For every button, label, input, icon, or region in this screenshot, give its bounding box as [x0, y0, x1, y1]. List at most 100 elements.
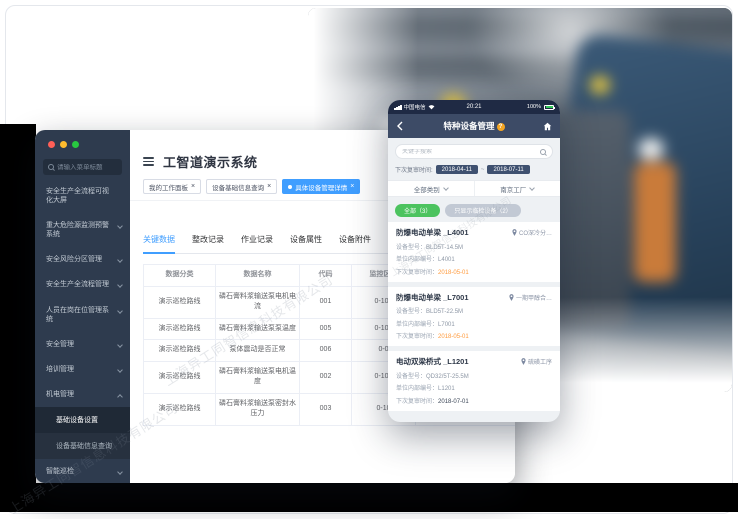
minimize-window-icon[interactable]: [60, 141, 67, 148]
sidebar-item-label: 安全生产全流程可视化大屏: [46, 188, 109, 205]
field-label: 设备型号：: [396, 244, 427, 251]
chevron-down-icon: [529, 184, 536, 191]
factory-select[interactable]: 南京工厂: [473, 181, 561, 196]
select-label: 全部类别: [413, 186, 440, 194]
tab-my-workboard[interactable]: 我的工作面板 ×: [143, 179, 202, 194]
tab-device-attachments[interactable]: 设备附件: [339, 235, 371, 244]
col-header: 数据分类: [143, 264, 216, 287]
divider: [130, 200, 515, 201]
field-value: 2018-05-01: [438, 269, 469, 276]
table-cell: 006: [299, 339, 352, 362]
menu-search[interactable]: [43, 159, 122, 175]
status-time: 20:21: [466, 104, 482, 110]
tab-device-attributes[interactable]: 设备属性: [290, 235, 322, 244]
model-line: 设备型号：QD32/5T-25.5M: [396, 371, 552, 380]
sidebar-item-label: 安全管理: [46, 340, 74, 348]
sidebar-item-safety-mgmt[interactable]: 安全管理: [35, 332, 130, 357]
table-cell: 002: [299, 360, 352, 394]
home-icon[interactable]: [543, 122, 552, 131]
phone: 20:21 中国电信 100% 特种设备管理?: [388, 100, 560, 422]
tab-rectification-records[interactable]: 整改记录: [192, 235, 224, 244]
location-link[interactable]: 一期甲醇合…: [509, 293, 552, 302]
sidebar-item-device-info-query[interactable]: 设备基础信息查询: [35, 433, 130, 459]
location-link[interactable]: CO深冷分…: [512, 228, 552, 237]
select-label: 南京工厂: [500, 186, 527, 194]
back-icon[interactable]: [396, 121, 404, 131]
sidebar-item-hazard-warning[interactable]: 重大危险源监测预警系统: [35, 213, 130, 247]
model-line: 设备型号：BLD5T-14.5M: [396, 242, 552, 251]
sidebar-item-label: 机电管理: [46, 390, 74, 398]
tab-device-info-query[interactable]: 设备基础信息查询 ×: [206, 179, 278, 194]
tab-device-detail[interactable]: 具体设备管理详情 ×: [282, 179, 361, 194]
sidebar-item-visual-screen[interactable]: 安全生产全流程可视化大屏: [35, 179, 130, 213]
keyword-search[interactable]: [395, 144, 553, 159]
field-value: BLD5T-22.5M: [426, 309, 464, 315]
maximize-window-icon[interactable]: [72, 141, 79, 148]
close-window-icon[interactable]: [48, 141, 55, 148]
field-value: 2018-05-01: [438, 334, 469, 340]
sidebar-submenu: 基础设备设置 设备基础信息查询: [35, 407, 130, 460]
equipment-card[interactable]: 防爆电动单梁 _L4001 CO深冷分… 设备型号：BLD5T-14.5M 单位…: [388, 222, 560, 282]
help-icon[interactable]: ?: [496, 123, 505, 131]
search-icon: [48, 164, 54, 170]
app-header: 工智道演示系统: [143, 152, 258, 171]
date-separator: ~: [480, 166, 485, 173]
equipment-card[interactable]: 防爆电动单梁 _L7001 一期甲醇合… 设备型号：BLD5T-22.5M 单位…: [388, 286, 560, 346]
battery-percent: 100%: [526, 104, 541, 110]
table-cell: 演示巡检路线: [143, 360, 216, 394]
col-header: 代码: [299, 264, 352, 287]
menu-search-input[interactable]: [57, 163, 117, 171]
table-cell: 003: [299, 392, 352, 426]
table-cell: 演示巡检路线: [143, 317, 216, 340]
sidebar-item-risk-zone[interactable]: 安全风险分区管理: [35, 247, 130, 272]
chevron-down-icon: [117, 307, 123, 314]
sidebar-item-personnel[interactable]: 人员在岗在位管理系统: [35, 298, 130, 332]
equipment-title: 防爆电动单梁 _L7001: [396, 292, 469, 302]
chevron-down-icon: [117, 367, 123, 373]
chevron-down-icon: [117, 282, 123, 289]
sidebar-item-basic-device-setup[interactable]: 基础设备设置: [35, 407, 130, 434]
sidebar-item-mech-elec[interactable]: 机电管理: [35, 382, 130, 407]
review-date-line: 下次复审时间：2018-05-01: [396, 267, 552, 276]
tab-work-records[interactable]: 作业记录: [241, 235, 273, 244]
worker-figure: [634, 162, 676, 282]
table-cell: 演示巡检路线: [143, 285, 216, 319]
equipment-title: 防爆电动单梁 _L4001: [396, 228, 469, 237]
sidebar-item-label: 人员在岗在位管理系统: [46, 306, 109, 323]
close-icon[interactable]: ×: [350, 183, 355, 190]
table-cell: 泵体震动是否正常: [215, 339, 300, 362]
phone-title-text: 特种设备管理: [443, 121, 495, 131]
window-controls: [35, 130, 130, 152]
chevron-down-icon: [117, 223, 123, 230]
sidebar-item-smart-inspection[interactable]: 智能巡检: [35, 459, 130, 483]
hamburger-icon[interactable]: [143, 157, 154, 166]
review-date-line: 下次复审时间：2018-05-01: [396, 331, 552, 340]
black-accent-bottom: [0, 483, 738, 512]
phone-page-title: 特种设备管理?: [388, 120, 560, 132]
model-line: 设备型号：BLD5T-22.5M: [396, 306, 552, 315]
location-link[interactable]: 硫磺工序: [521, 357, 552, 366]
sidebar-menu: 安全生产全流程可视化大屏 重大危险源监测预警系统 安全风险分区管理 安全生产全流…: [35, 179, 130, 483]
review-date-line: 下次复审时间：2018-07-01: [396, 396, 552, 405]
date-from-button[interactable]: 2018-04-11: [435, 165, 478, 174]
battery-icon: [544, 104, 555, 110]
category-select[interactable]: 全部类别: [388, 181, 474, 196]
date-to-button[interactable]: 2018-07-11: [487, 165, 530, 174]
close-icon[interactable]: ×: [267, 183, 272, 190]
review-date-filter: 下次复审时间: 2018-04-11 ~ 2018-07-11: [395, 165, 553, 174]
sidebar-item-training[interactable]: 培训管理: [35, 357, 130, 382]
tab-key-data[interactable]: 关键数据: [143, 234, 175, 254]
keyword-search-input[interactable]: [402, 148, 536, 155]
equipment-card[interactable]: 电动双梁桥式 _L1201 硫磺工序 设备型号：QD32/5T-25.5M 单位…: [388, 351, 560, 411]
sidebar-item-safety-process[interactable]: 安全生产全流程管理: [35, 272, 130, 297]
chip-all[interactable]: 全部（3）: [395, 204, 441, 217]
table-cell: 005: [299, 317, 352, 340]
close-icon[interactable]: ×: [191, 183, 196, 190]
worker-helmet: [590, 76, 610, 94]
chip-pending-inspection[interactable]: 只显示临检设备（2）: [445, 204, 521, 217]
filter-selects: 全部类别 南京工厂: [388, 180, 560, 197]
filter-chips: 全部（3） 只显示临检设备（2）: [395, 204, 553, 217]
internal-code-line: 单位内部编号：L7001: [396, 319, 552, 328]
field-value: QD32/5T-25.5M: [426, 373, 469, 380]
